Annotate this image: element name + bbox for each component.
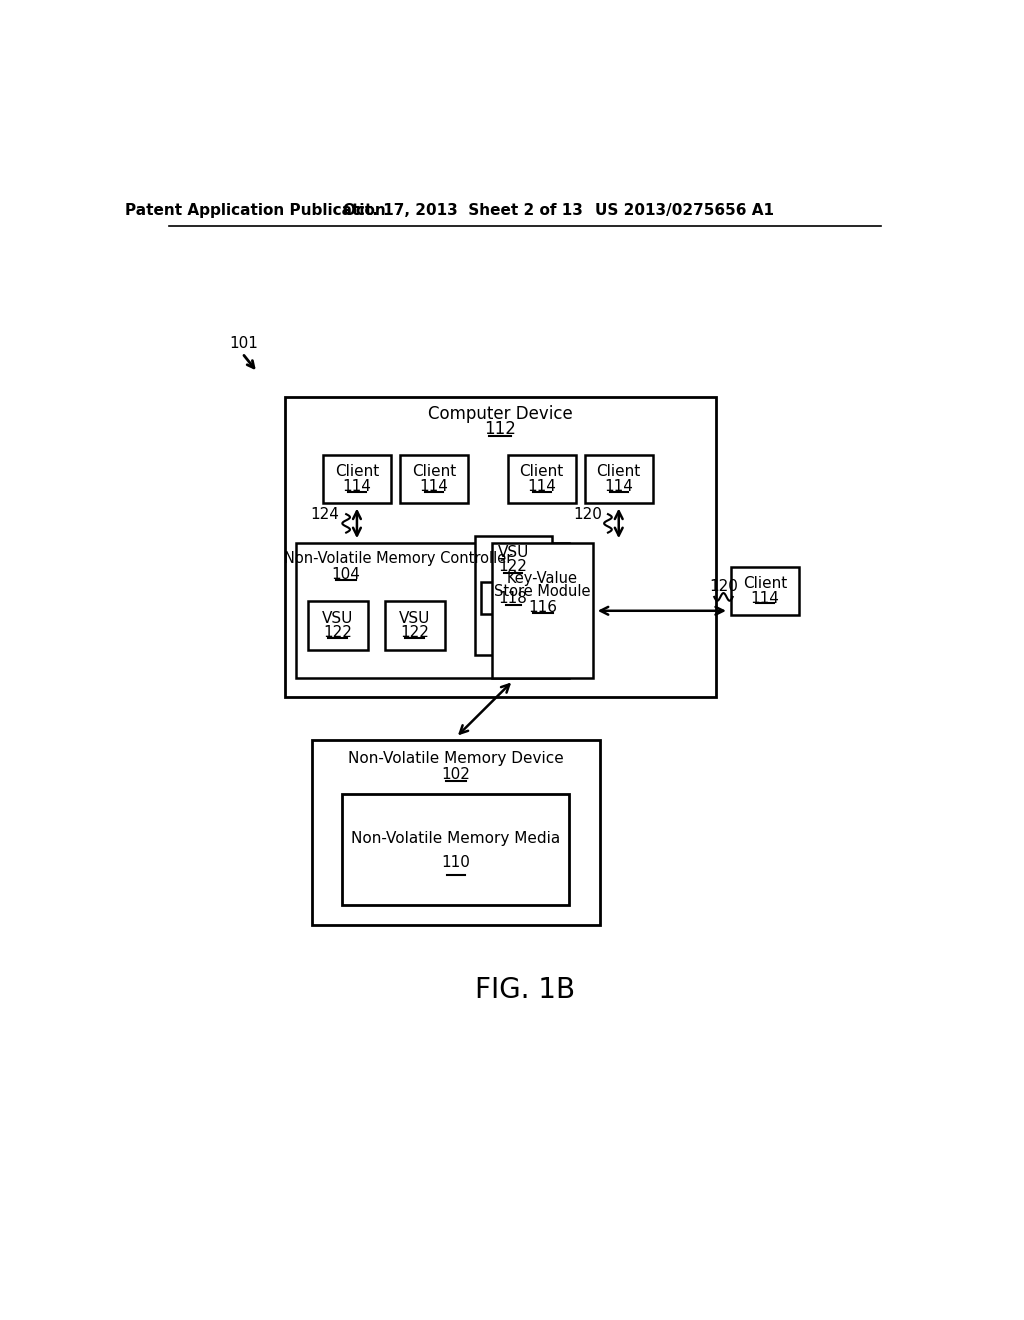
Bar <box>285 397 716 697</box>
Bar <box>475 536 552 655</box>
Text: 122: 122 <box>324 626 352 640</box>
Text: Patent Application Publication: Patent Application Publication <box>125 203 386 218</box>
Text: Store Module: Store Module <box>495 585 591 599</box>
Bar <box>307 601 368 649</box>
Text: 112: 112 <box>484 421 516 438</box>
Text: Computer Device: Computer Device <box>428 405 572 422</box>
Text: US 2013/0275656 A1: US 2013/0275656 A1 <box>596 203 774 218</box>
Text: Key-Value: Key-Value <box>507 570 578 586</box>
Text: 102: 102 <box>441 767 470 781</box>
Text: 118: 118 <box>499 590 527 606</box>
Text: 124: 124 <box>310 507 339 521</box>
Text: Client: Client <box>597 465 641 479</box>
Text: 116: 116 <box>528 599 557 615</box>
Text: 120: 120 <box>709 578 738 594</box>
Text: Non-Volatile Memory Media: Non-Volatile Memory Media <box>351 830 560 846</box>
Text: Client: Client <box>519 465 564 479</box>
Text: 114: 114 <box>527 479 556 494</box>
Text: 114: 114 <box>420 479 449 494</box>
Text: 101: 101 <box>229 335 258 351</box>
Bar <box>323 455 391 503</box>
Text: FIG. 1B: FIG. 1B <box>475 975 574 1005</box>
Bar <box>731 566 799 615</box>
Bar <box>481 582 546 614</box>
Bar <box>508 455 575 503</box>
Text: 114: 114 <box>604 479 633 494</box>
Text: 122: 122 <box>400 626 429 640</box>
Text: 104: 104 <box>332 566 360 582</box>
Bar <box>342 793 569 906</box>
Text: Client: Client <box>743 576 787 591</box>
Text: Client: Client <box>335 465 379 479</box>
Text: Non-Volatile Memory Device: Non-Volatile Memory Device <box>348 751 564 767</box>
Text: Non-Volatile Memory Controller: Non-Volatile Memory Controller <box>284 552 512 566</box>
Text: 122: 122 <box>499 558 527 574</box>
Text: 114: 114 <box>751 590 779 606</box>
Bar <box>493 544 593 678</box>
Text: Oct. 17, 2013  Sheet 2 of 13: Oct. 17, 2013 Sheet 2 of 13 <box>343 203 583 218</box>
Text: 114: 114 <box>342 479 372 494</box>
Text: VSU: VSU <box>399 611 430 626</box>
Bar <box>585 455 652 503</box>
Bar <box>296 544 569 678</box>
Text: VSU: VSU <box>322 611 353 626</box>
Bar <box>311 739 600 924</box>
Bar <box>400 455 468 503</box>
Text: 110: 110 <box>441 855 470 870</box>
Bar <box>385 601 444 649</box>
Text: Client: Client <box>412 465 456 479</box>
Text: 120: 120 <box>572 507 602 521</box>
Text: VSU: VSU <box>498 545 529 560</box>
